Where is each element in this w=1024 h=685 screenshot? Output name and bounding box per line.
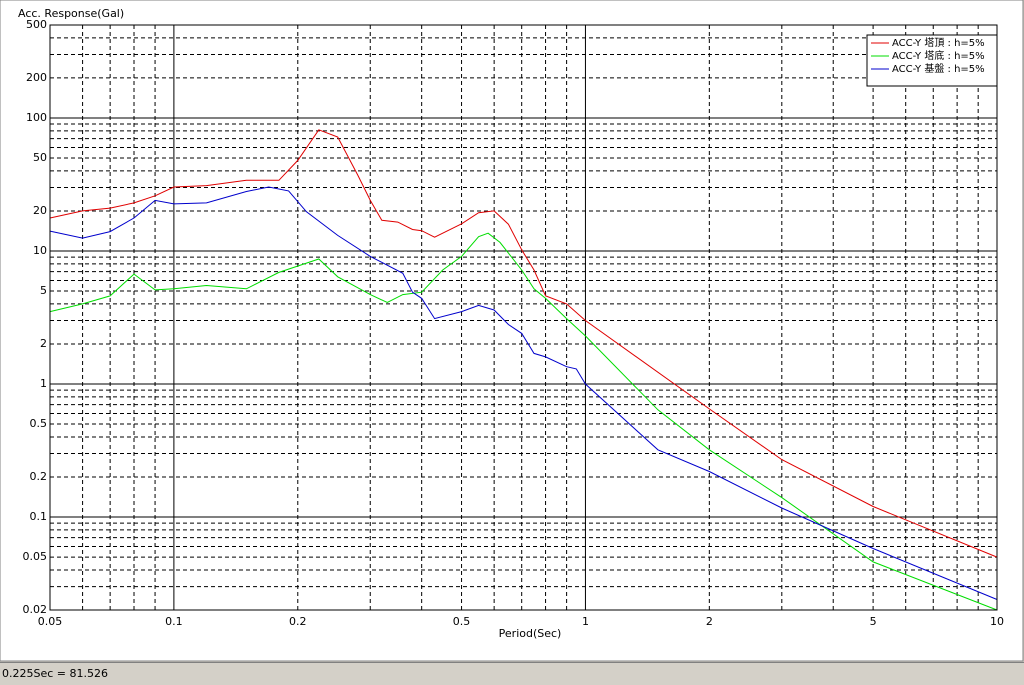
x-tick-label: 0.5 bbox=[453, 615, 471, 628]
y-tick-label: 0.5 bbox=[30, 417, 48, 430]
chart: Acc. Response(Gal) Period(Sec) 0.05 0.1 0.… bbox=[0, 0, 1024, 662]
y-tick-label: 5 bbox=[40, 284, 47, 297]
x-tick-label: 5 bbox=[870, 615, 877, 628]
plot-frame bbox=[49, 24, 998, 611]
series-line bbox=[49, 232, 998, 611]
y-tick-label: 20 bbox=[33, 204, 47, 217]
y-tick-label: 100 bbox=[26, 111, 47, 124]
x-tick-label: 0.2 bbox=[289, 615, 307, 628]
y-tick-label: 0.1 bbox=[30, 510, 48, 523]
series-line bbox=[49, 129, 998, 558]
x-tick-label: 0.05 bbox=[38, 615, 63, 628]
legend-label: ACC-Y 塔底 : h=5% bbox=[892, 49, 985, 62]
y-tick-label: 0.02 bbox=[23, 603, 48, 616]
status-bar: 0.225Sec = 81.526 bbox=[0, 662, 1024, 685]
y-tick-label: 1 bbox=[40, 377, 47, 390]
y-tick-label: 500 bbox=[26, 18, 47, 31]
x-axis-label: Period(Sec) bbox=[499, 627, 562, 640]
y-tick-label: 2 bbox=[40, 337, 47, 350]
legend-label: ACC-Y 基盤 : h=5% bbox=[892, 62, 985, 75]
y-axis-label: Acc. Response(Gal) bbox=[18, 7, 124, 20]
x-tick-label: 10 bbox=[990, 615, 1004, 628]
y-tick-label: 0.05 bbox=[23, 550, 48, 563]
y-tick-label: 0.2 bbox=[30, 470, 48, 483]
y-tick-label: 200 bbox=[26, 71, 47, 84]
x-tick-label: 2 bbox=[706, 615, 713, 628]
series-line bbox=[49, 186, 998, 600]
legend-label: ACC-Y 塔頂 : h=5% bbox=[892, 36, 985, 49]
x-tick-label: 0.1 bbox=[165, 615, 183, 628]
x-tick-label: 1 bbox=[582, 615, 589, 628]
y-tick-label: 50 bbox=[33, 151, 47, 164]
chart-window bbox=[0, 0, 1024, 662]
y-tick-label: 10 bbox=[33, 244, 47, 257]
